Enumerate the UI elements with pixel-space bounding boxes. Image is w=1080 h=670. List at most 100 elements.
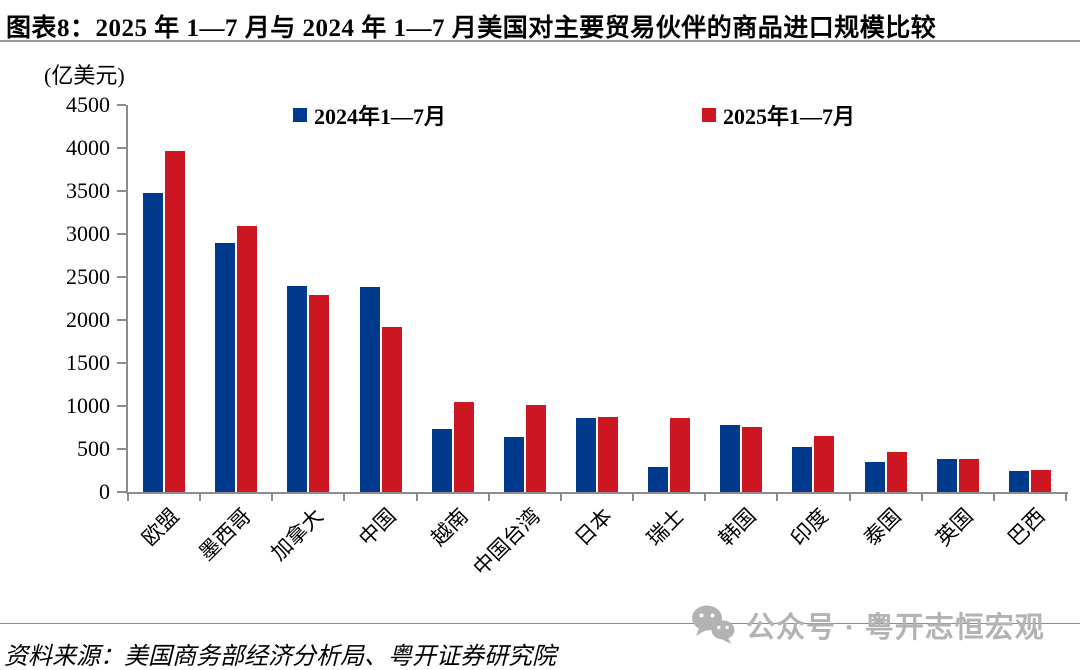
x-tick <box>992 494 995 501</box>
y-tick-label: 0 <box>99 479 110 504</box>
bar <box>165 151 186 492</box>
y-axis-unit-label: (亿美元) <box>44 63 125 88</box>
bar-group-4 <box>344 105 416 492</box>
bar <box>720 424 741 492</box>
bar-group-13 <box>994 105 1066 492</box>
bar <box>287 285 308 492</box>
x-axis-label: 泰国 <box>858 503 906 551</box>
x-tick <box>343 494 346 501</box>
bar-group-8 <box>633 105 705 492</box>
x-axis-label: 瑞士 <box>642 503 689 551</box>
y-tick <box>117 233 126 235</box>
y-tick-label: 2500 <box>66 264 110 289</box>
y-axis-line <box>126 105 128 494</box>
x-axis-label: 越南 <box>425 503 473 551</box>
bar <box>575 417 596 492</box>
bar-group-12 <box>922 105 994 492</box>
bar <box>864 461 885 492</box>
y-tick-label: 3500 <box>66 178 110 203</box>
legend-swatch-2025 <box>702 108 716 122</box>
bar-group-6 <box>489 105 561 492</box>
bar-group-1 <box>128 105 200 492</box>
bar <box>359 286 380 492</box>
y-tick-label: 500 <box>77 436 110 461</box>
y-tick-label: 1000 <box>66 393 110 418</box>
bar <box>597 416 618 492</box>
bar-group-10 <box>777 105 849 492</box>
bar <box>431 429 452 492</box>
x-tick <box>632 494 635 501</box>
x-axis-label: 巴西 <box>1003 503 1050 551</box>
bar <box>648 467 669 492</box>
legend-label-2025: 2025年1—7月 <box>723 104 856 129</box>
x-axis-label: 英国 <box>930 503 978 551</box>
x-tick <box>199 494 202 501</box>
bar <box>1030 469 1051 492</box>
y-tick-label: 4000 <box>66 135 110 160</box>
y-tick <box>117 319 126 321</box>
y-tick <box>117 448 126 450</box>
bar <box>958 458 979 492</box>
x-axis-label: 欧盟 <box>137 503 184 551</box>
bar-group-9 <box>705 105 777 492</box>
y-tick-label: 3000 <box>66 221 110 246</box>
y-tick <box>117 147 126 149</box>
x-tick <box>704 494 707 501</box>
y-tick <box>117 104 126 106</box>
y-tick <box>117 405 126 407</box>
y-tick <box>117 190 126 192</box>
bar-group-3 <box>272 105 344 492</box>
y-tick <box>117 276 126 278</box>
bar <box>742 427 763 492</box>
x-axis-label: 日本 <box>570 503 617 551</box>
bar-group-7 <box>561 105 633 492</box>
bar <box>453 401 474 492</box>
y-tick-label: 4500 <box>66 92 110 117</box>
x-tick <box>415 494 418 501</box>
bar <box>814 436 835 492</box>
bar <box>670 417 691 492</box>
watermark: 公众号 · 粤开志恒宏观 <box>690 604 1045 646</box>
x-tick <box>127 494 129 501</box>
y-tick <box>117 491 126 493</box>
watermark-text: 公众号 · 粤开志恒宏观 <box>746 612 1045 644</box>
wechat-icon <box>692 605 735 644</box>
x-tick <box>1065 494 1067 501</box>
bar <box>143 192 164 492</box>
bar <box>237 226 258 492</box>
source-note: 资料来源：美国商务部经济分析局、粤开证券研究院 <box>4 644 556 670</box>
bar-group-2 <box>200 105 272 492</box>
x-axis-line <box>126 492 1068 494</box>
x-axis-label: 中国 <box>353 503 401 551</box>
bar <box>792 447 813 492</box>
x-tick <box>271 494 274 501</box>
bar <box>936 458 957 492</box>
x-tick <box>920 494 923 501</box>
bar <box>886 452 907 492</box>
y-tick-label: 1500 <box>66 350 110 375</box>
legend-swatch-2024 <box>293 108 307 122</box>
bar <box>1008 471 1029 492</box>
x-tick <box>487 494 490 501</box>
figure-title: 图表8：2025 年 1—7 月与 2024 年 1—7 月美国对主要贸易伙伴的… <box>6 15 937 42</box>
bar <box>525 405 546 492</box>
y-tick-label: 2000 <box>66 307 110 332</box>
x-axis-label: 中国台湾 <box>468 503 545 581</box>
legend-item-2025: 2025年1—7月 <box>702 99 855 131</box>
title-divider <box>0 40 1080 42</box>
bar <box>215 242 236 492</box>
x-tick <box>848 494 851 501</box>
x-axis-label: 加拿大 <box>266 503 329 566</box>
footer-divider <box>0 623 1080 624</box>
legend-label-2024: 2024年1—7月 <box>314 104 447 129</box>
x-tick <box>776 494 779 501</box>
x-tick <box>559 494 562 501</box>
bar <box>503 437 524 492</box>
x-axis-label: 韩国 <box>714 503 762 551</box>
bar-group-5 <box>417 105 489 492</box>
y-tick <box>117 362 126 364</box>
x-axis-label: 墨西哥 <box>194 503 257 566</box>
bar-group-11 <box>850 105 922 492</box>
x-axis-label: 印度 <box>786 503 834 551</box>
